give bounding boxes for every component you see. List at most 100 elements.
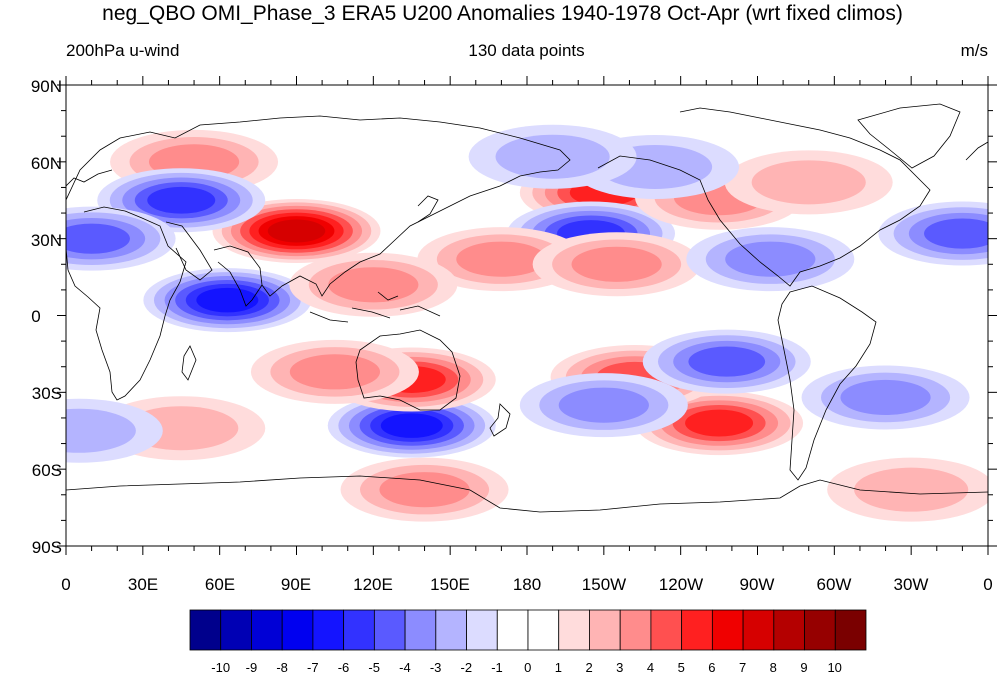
anomaly-contour bbox=[196, 287, 259, 313]
coastline-eurasia bbox=[66, 115, 571, 297]
coastline-africa bbox=[66, 206, 187, 401]
lat-label: 60S bbox=[32, 461, 62, 480]
colorbar-swatch bbox=[189, 609, 222, 651]
colorbar-swatch bbox=[558, 609, 590, 651]
colorbar-label: -1 bbox=[491, 660, 503, 675]
colorbar-swatch bbox=[773, 609, 805, 651]
lon-label: 60E bbox=[205, 575, 235, 594]
colorbar-label: 10 bbox=[827, 660, 841, 675]
coastline-antarctica bbox=[66, 475, 988, 513]
center-subtitle: 130 data points bbox=[468, 41, 585, 60]
colorbar-label: -2 bbox=[461, 660, 473, 675]
colorbar-swatch bbox=[373, 609, 406, 651]
lat-label: 0 bbox=[31, 307, 40, 326]
longitude-labels: 0 30E 60E 90E 120E 150E 180 150W 120W 90… bbox=[61, 575, 992, 594]
anomaly-contour bbox=[854, 467, 969, 512]
lat-label: 90S bbox=[32, 538, 62, 557]
colorbar-swatch bbox=[804, 609, 836, 651]
lon-label: 30E bbox=[128, 575, 158, 594]
colorbar bbox=[189, 609, 867, 651]
colorbar-label: 4 bbox=[647, 660, 654, 675]
anomaly-contour bbox=[924, 218, 988, 249]
anomaly-contour bbox=[66, 408, 136, 453]
lon-label: 180 bbox=[513, 575, 541, 594]
colorbar-swatch bbox=[435, 609, 467, 651]
colorbar-swatch bbox=[343, 609, 375, 651]
coastline-greenland bbox=[857, 103, 961, 169]
anomaly-contour bbox=[840, 379, 931, 416]
anomaly-contour bbox=[456, 241, 547, 277]
colorbar-label: -4 bbox=[399, 660, 411, 675]
coastline-new-zealand bbox=[489, 403, 511, 437]
coastline-north-america bbox=[597, 107, 931, 287]
coastline-madagascar bbox=[181, 345, 197, 381]
coastline-australia bbox=[355, 329, 461, 411]
anomaly-contour bbox=[147, 186, 216, 214]
colorbar-label: -8 bbox=[276, 660, 288, 675]
colorbar-swatch bbox=[711, 609, 744, 651]
anomaly-contour bbox=[688, 346, 766, 377]
map-title: neg_QBO OMI_Phase_3 ERA5 U200 Anomalies … bbox=[102, 2, 903, 25]
colorbar-label: 1 bbox=[555, 660, 562, 675]
lon-label: 0 bbox=[61, 575, 70, 594]
axis-ticks bbox=[57, 76, 997, 555]
colorbar-label: -9 bbox=[246, 660, 258, 675]
anomaly-contour bbox=[725, 241, 816, 277]
lat-label: 90N bbox=[31, 77, 62, 96]
colorbar-swatch bbox=[496, 609, 529, 651]
colorbar-swatch bbox=[312, 609, 345, 651]
colorbar-label: -5 bbox=[368, 660, 380, 675]
anomaly-contour bbox=[751, 160, 866, 205]
colorbar-label: -6 bbox=[338, 660, 350, 675]
colorbar-swatch bbox=[589, 609, 621, 651]
coastline-india bbox=[213, 245, 263, 307]
colorbar-label: -3 bbox=[430, 660, 442, 675]
colorbar-label: 0 bbox=[524, 660, 531, 675]
coastline-japan bbox=[417, 195, 439, 223]
anomaly-contour bbox=[267, 219, 326, 243]
left-subtitle: 200hPa u-wind bbox=[66, 41, 180, 60]
colorbar-swatch bbox=[220, 609, 252, 651]
colorbar-label: 9 bbox=[800, 660, 807, 675]
colorbar-label: 5 bbox=[678, 660, 685, 675]
colorbar-swatch bbox=[251, 609, 283, 651]
lon-label: 30W bbox=[894, 575, 929, 594]
anomaly-contour bbox=[571, 246, 662, 282]
coastlines bbox=[66, 103, 988, 513]
coastline-indonesia bbox=[309, 291, 441, 323]
lon-label: 0 bbox=[983, 575, 992, 594]
colorbar-swatch bbox=[619, 609, 652, 651]
colorbar-label: -7 bbox=[307, 660, 319, 675]
colorbar-label: -10 bbox=[211, 660, 230, 675]
lon-label: 60W bbox=[817, 575, 852, 594]
coastline-arabia bbox=[165, 221, 213, 281]
colorbar-swatch bbox=[281, 609, 314, 651]
lon-label: 90W bbox=[740, 575, 775, 594]
anomaly-contour bbox=[685, 409, 754, 437]
anomaly-contour bbox=[289, 354, 381, 390]
anomaly-contour bbox=[495, 134, 610, 179]
colorbar-swatch bbox=[466, 609, 498, 651]
lon-label: 150E bbox=[430, 575, 470, 594]
lon-label: 120E bbox=[353, 575, 393, 594]
colorbar-label: 2 bbox=[585, 660, 592, 675]
colorbar-label: 6 bbox=[708, 660, 715, 675]
lon-label: 150W bbox=[582, 575, 626, 594]
lon-label: 90E bbox=[281, 575, 311, 594]
colorbar-label: 8 bbox=[770, 660, 777, 675]
coastline-south-america bbox=[777, 285, 877, 481]
colorbar-swatch bbox=[650, 609, 683, 651]
colorbar-label: 3 bbox=[616, 660, 623, 675]
anomaly-field bbox=[66, 124, 988, 522]
lon-label: 120W bbox=[659, 575, 703, 594]
colorbar-swatch bbox=[527, 609, 560, 651]
colorbar-labels: -10 -9 -8 -7 -6 -5 -4 -3 -2 -1 0 1 2 3 4… bbox=[211, 660, 842, 675]
colorbar-swatch bbox=[681, 609, 713, 651]
colorbar-swatch bbox=[742, 609, 775, 651]
units-label: m/s bbox=[960, 41, 988, 60]
anomaly-contour bbox=[66, 223, 130, 254]
anomaly-contour bbox=[380, 413, 443, 438]
coastline-europe bbox=[66, 141, 988, 187]
lat-label: 30S bbox=[32, 384, 62, 403]
